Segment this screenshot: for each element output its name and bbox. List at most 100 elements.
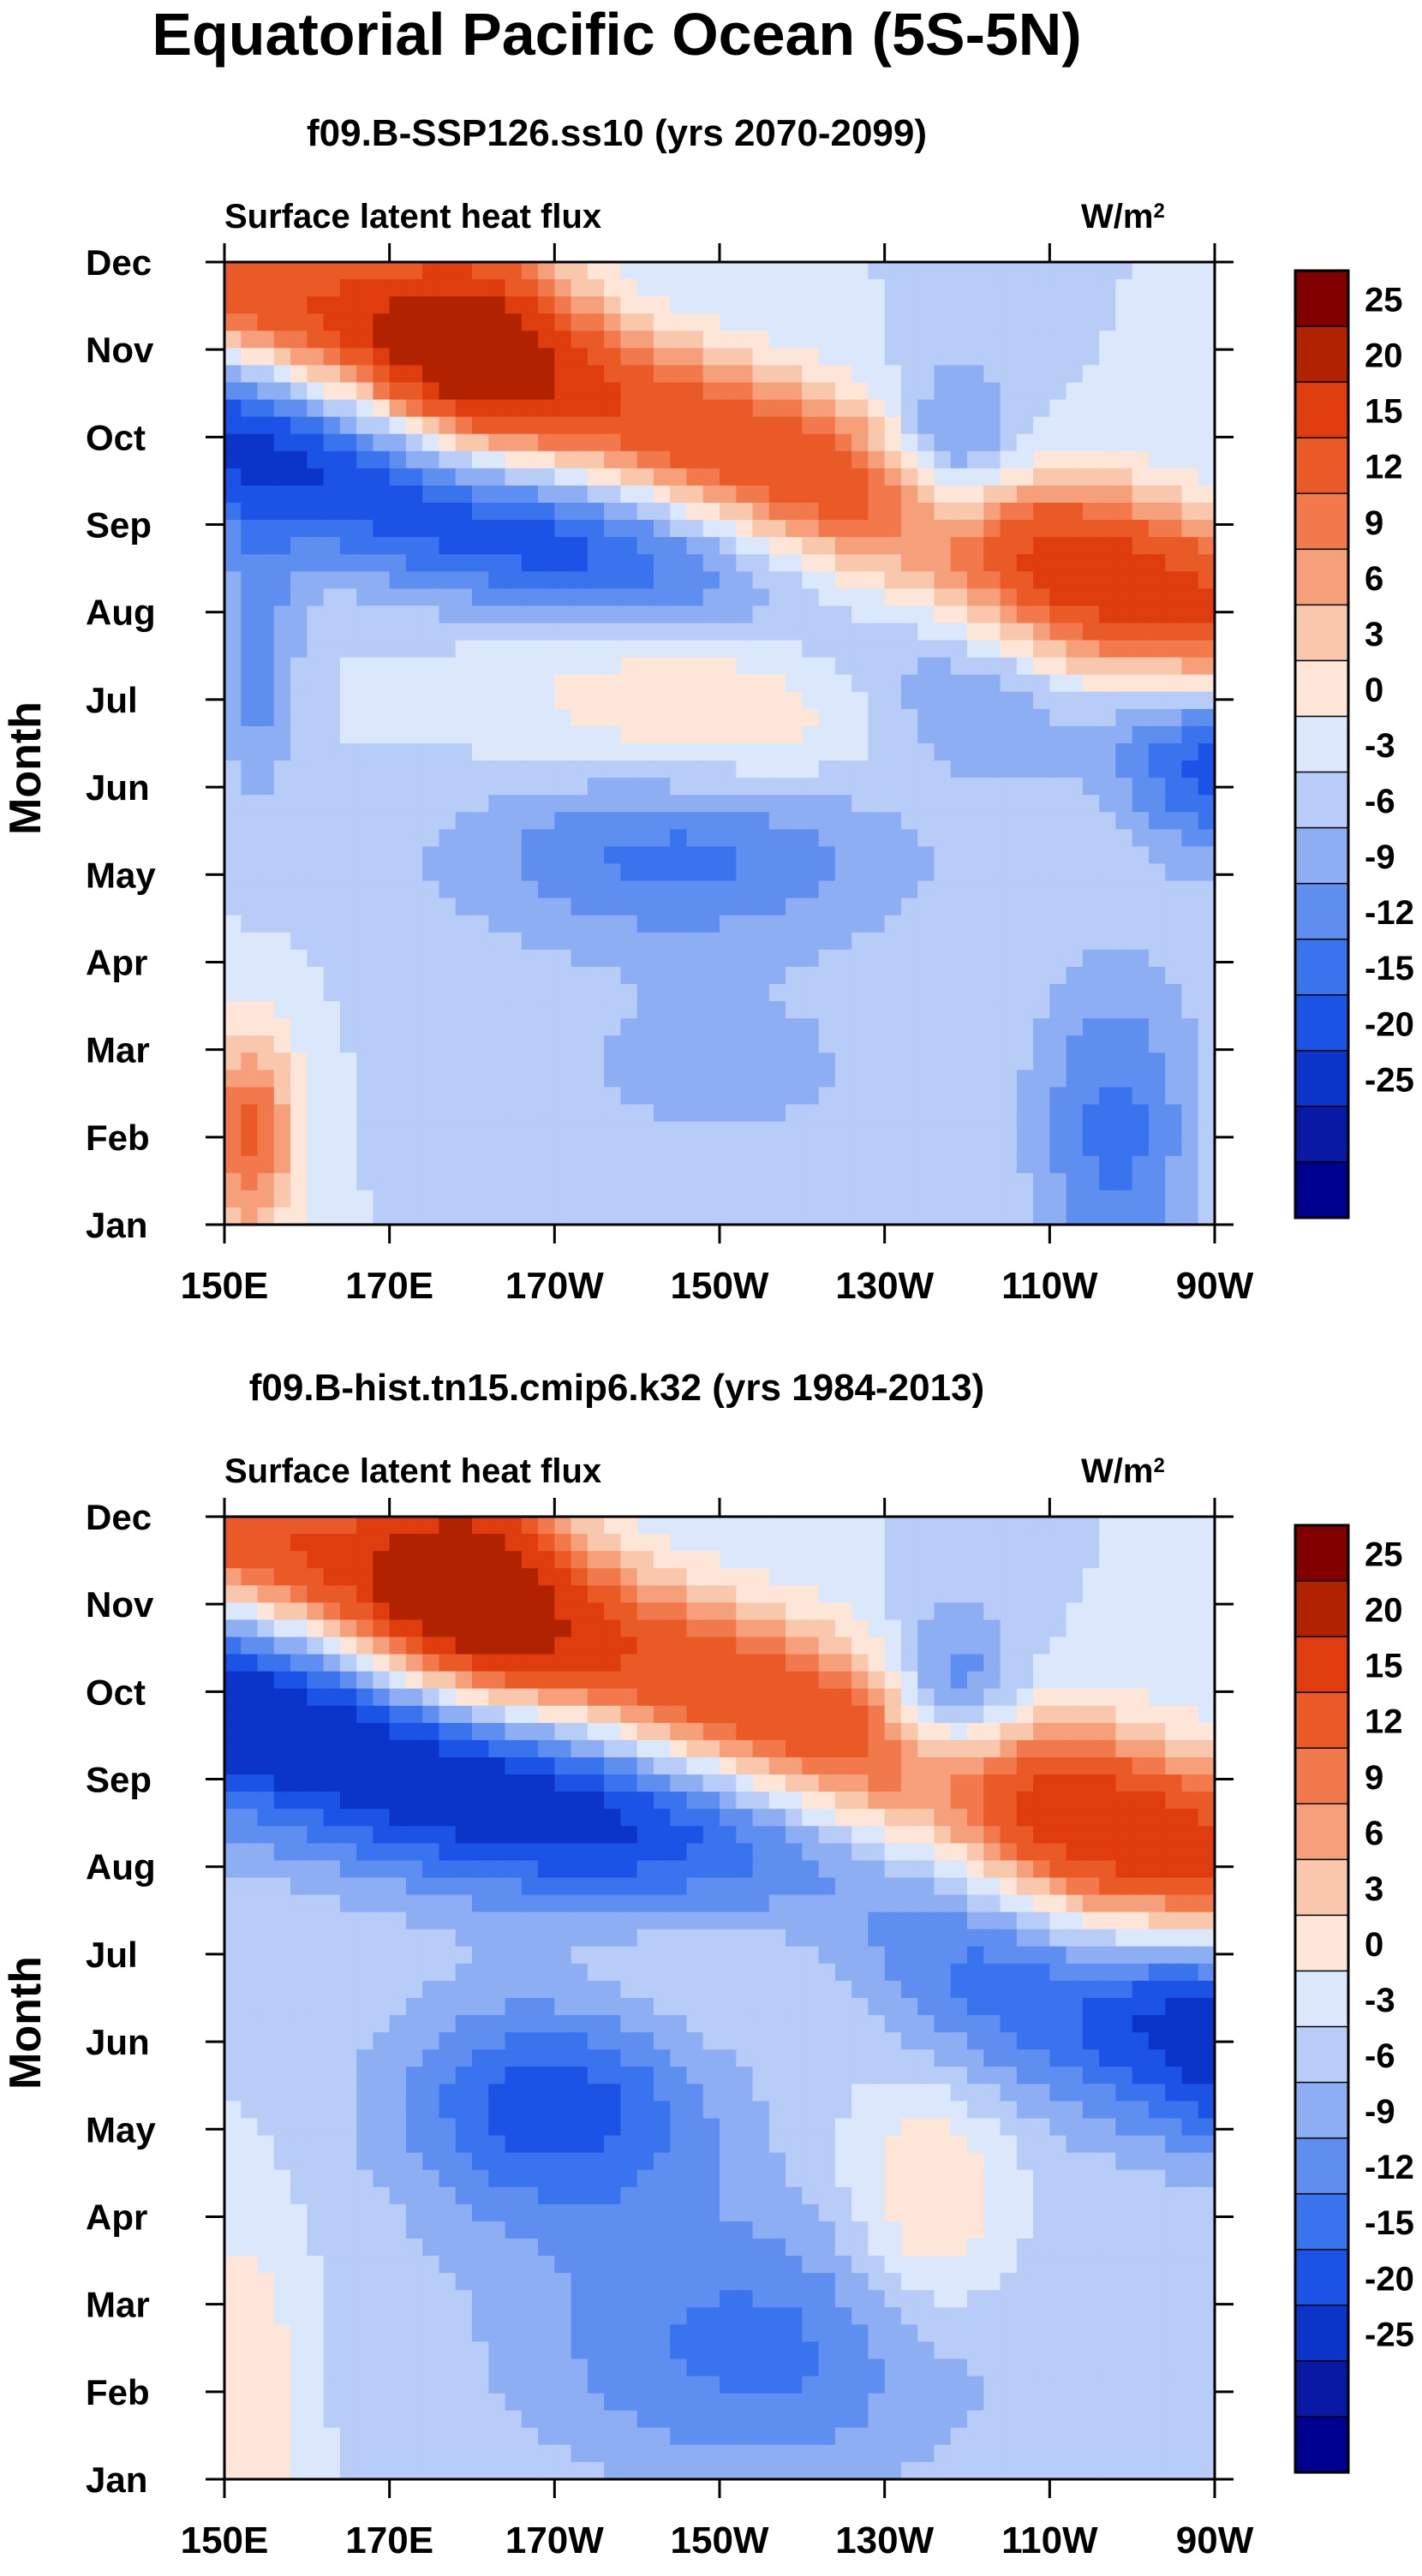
contour-cell xyxy=(1132,897,1150,916)
contour-cell xyxy=(670,1207,688,1225)
contour-cell xyxy=(818,1190,836,1208)
contour-cell xyxy=(538,588,555,607)
contour-cell xyxy=(521,657,539,676)
contour-cell xyxy=(720,795,737,813)
colorbar-swatch xyxy=(1294,270,1349,328)
contour-cell xyxy=(636,708,654,727)
contour-cell xyxy=(702,760,720,778)
contour-cell xyxy=(934,1894,952,1913)
contour-cell xyxy=(834,778,852,796)
contour-cell xyxy=(736,485,754,504)
contour-cell xyxy=(554,279,572,297)
contour-cell xyxy=(786,1070,803,1088)
contour-cell xyxy=(373,399,391,418)
contour-cell xyxy=(273,1602,291,1621)
contour-cell xyxy=(884,795,902,813)
contour-cell xyxy=(405,1774,423,1792)
contour-cell xyxy=(1033,1207,1050,1225)
contour-cell xyxy=(405,1104,423,1123)
contour-cell xyxy=(1115,262,1133,280)
contour-cell xyxy=(339,588,357,607)
contour-cell xyxy=(488,932,506,951)
contour-cell xyxy=(472,503,489,521)
contour-cell xyxy=(1148,1035,1166,1053)
contour-cell xyxy=(538,520,555,538)
contour-cell xyxy=(983,1739,1001,1758)
contour-cell xyxy=(1000,1568,1018,1586)
contour-cell xyxy=(620,313,638,331)
contour-cell xyxy=(389,503,407,521)
contour-cell xyxy=(521,640,539,659)
contour-cell xyxy=(257,503,275,521)
contour-cell xyxy=(851,812,869,830)
contour-cell xyxy=(1016,1688,1034,1707)
contour-cell xyxy=(389,897,407,916)
contour-cell xyxy=(389,1035,407,1053)
contour-cell xyxy=(1132,1877,1150,1896)
panel-1-variable-label: Surface latent heat flux xyxy=(224,198,602,236)
contour-cell xyxy=(818,554,836,572)
contour-cell xyxy=(900,313,918,331)
contour-cell xyxy=(1099,1877,1116,1896)
contour-cell xyxy=(736,1894,754,1913)
contour-cell xyxy=(241,1792,259,1810)
contour-cell xyxy=(339,520,357,538)
contour-cell xyxy=(521,1688,539,1707)
contour-cell xyxy=(241,708,259,727)
contour-cell xyxy=(241,1757,259,1775)
contour-cell xyxy=(868,623,886,641)
contour-cell xyxy=(538,1722,555,1741)
contour-cell xyxy=(967,571,984,589)
contour-cell xyxy=(934,605,952,624)
contour-cell xyxy=(373,1739,391,1758)
contour-cell xyxy=(521,1568,539,1586)
contour-cell xyxy=(702,708,720,727)
contour-cell xyxy=(521,623,539,641)
contour-cell xyxy=(1000,640,1018,659)
contour-cell xyxy=(720,1654,737,1673)
contour-cell xyxy=(257,1637,275,1655)
contour-cell xyxy=(851,795,869,813)
contour-cell xyxy=(736,795,754,813)
contour-cell xyxy=(505,1551,523,1569)
contour-cell xyxy=(273,657,291,676)
contour-cell xyxy=(505,1190,523,1208)
contour-cell xyxy=(752,296,770,314)
contour-cell xyxy=(967,1843,984,1862)
contour-cell xyxy=(538,897,555,916)
contour-cell xyxy=(900,795,918,813)
contour-cell xyxy=(241,605,259,624)
contour-cell xyxy=(1049,262,1067,280)
contour-cell xyxy=(307,399,325,418)
contour-cell xyxy=(307,691,325,710)
contour-cell xyxy=(670,674,688,693)
contour-cell xyxy=(389,605,407,624)
contour-cell xyxy=(983,949,1001,968)
contour-cell xyxy=(307,1138,325,1157)
contour-cell xyxy=(356,485,373,504)
contour-cell xyxy=(1198,1018,1216,1036)
contour-cell xyxy=(554,313,572,331)
contour-cell xyxy=(571,1052,589,1070)
contour-cell xyxy=(1165,1035,1183,1053)
contour-cell xyxy=(851,1035,869,1053)
contour-cell xyxy=(356,1877,373,1896)
contour-cell xyxy=(1016,623,1034,641)
contour-cell xyxy=(967,520,984,538)
contour-cell xyxy=(636,382,654,401)
contour-cell xyxy=(505,1517,523,1535)
contour-cell xyxy=(554,1843,572,1862)
contour-cell xyxy=(1000,1138,1018,1157)
contour-cell xyxy=(818,1929,836,1947)
contour-cell xyxy=(752,1774,770,1792)
contour-cell xyxy=(307,1739,325,1758)
contour-cell xyxy=(1181,1877,1199,1896)
contour-cell xyxy=(422,296,440,314)
contour-cell xyxy=(1033,279,1050,297)
contour-cell xyxy=(472,313,489,331)
contour-cell xyxy=(1082,1911,1100,1930)
contour-cell xyxy=(670,313,688,331)
contour-cell xyxy=(1181,365,1199,384)
contour-cell xyxy=(768,966,786,985)
